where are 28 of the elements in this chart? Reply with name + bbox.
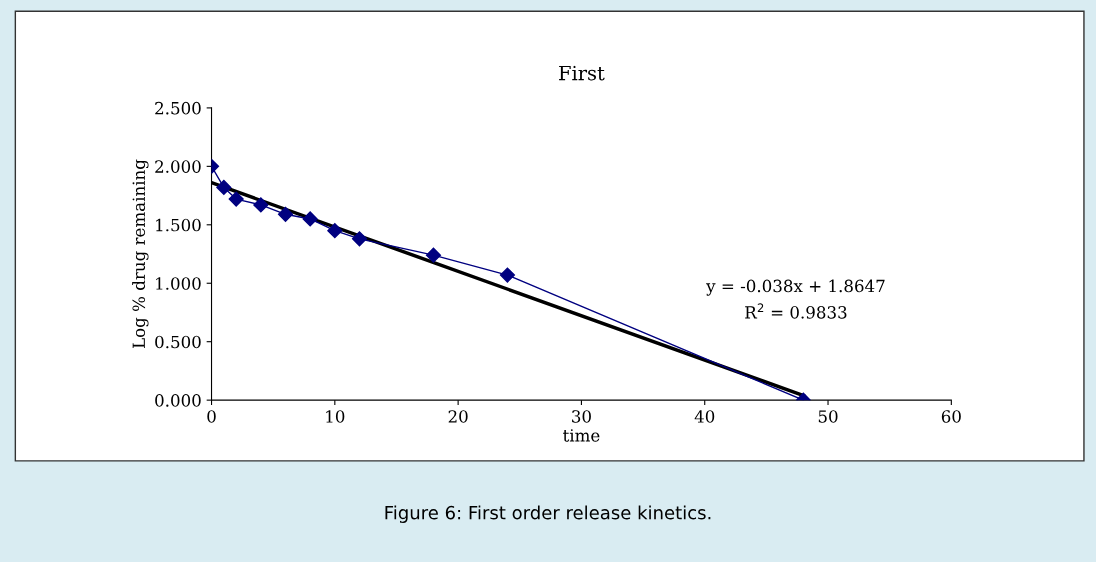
x-axis-title: time — [563, 429, 600, 442]
point — [216, 179, 232, 195]
point — [499, 267, 516, 283]
point — [277, 206, 294, 222]
point — [302, 211, 318, 227]
point — [253, 197, 269, 213]
x-tick-label: 0 — [207, 410, 216, 423]
y-axis-title: Log % drug remaining — [132, 159, 149, 349]
y-tick-label: 1.500 — [156, 218, 201, 232]
y-tick-label: 1.000 — [156, 277, 201, 290]
annotation: R$^{2}$ = 0.9833 — [745, 303, 847, 319]
y-tick-label: 2.500 — [155, 101, 201, 115]
x-tick-label: 10 — [326, 410, 345, 423]
x-tick-label: 40 — [694, 410, 715, 423]
point — [425, 247, 442, 263]
x-tick-label: 20 — [448, 410, 468, 423]
x-tick-label: 30 — [572, 410, 591, 423]
point — [351, 231, 368, 247]
x-tick-label: 50 — [818, 410, 838, 423]
point — [228, 191, 244, 207]
x-tick-label: 60 — [941, 410, 961, 423]
y-tick-label: 2.000 — [155, 160, 201, 173]
caption: Figure 6: First order release kinetics. — [385, 505, 711, 523]
y-tick-label: 0.500 — [155, 335, 201, 349]
y-tick-label: 0.000 — [155, 394, 201, 407]
annotation: y = -0.038x + 1.8647 — [706, 279, 885, 296]
point — [327, 223, 343, 239]
chart-title: First — [559, 65, 605, 81]
